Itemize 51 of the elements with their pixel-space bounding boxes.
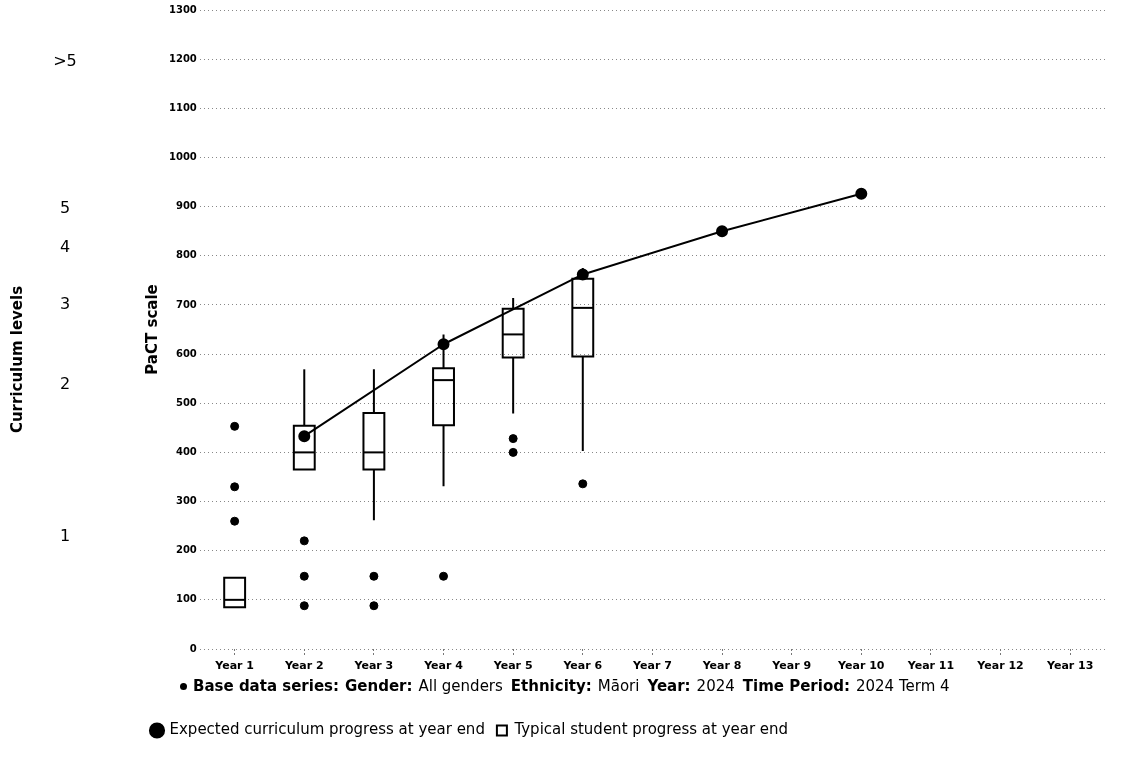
y-axis-title: PaCT scale xyxy=(142,284,161,375)
y-tick-label: 1300 xyxy=(168,3,197,15)
x-tick-label: Year 3 xyxy=(353,659,394,673)
point xyxy=(855,187,868,200)
x-tick-label: Year 5 xyxy=(492,659,533,673)
text: 2 xyxy=(59,373,71,393)
x-tick-label: Year 4 xyxy=(423,659,464,673)
text: All genders xyxy=(418,677,503,695)
point xyxy=(716,225,729,238)
point xyxy=(437,338,450,351)
legend-label: Expected curriculum progress at year end xyxy=(169,720,485,739)
text: Curriculum levels xyxy=(7,285,26,434)
x-tick-label: Year 2 xyxy=(283,659,324,673)
legend-label: Typical student progress at year end xyxy=(513,720,789,739)
y-tick-label: 600 xyxy=(175,347,197,359)
y-tick-label: 800 xyxy=(175,249,197,261)
y-tick-label: 500 xyxy=(175,396,197,408)
y-tick-label: 1200 xyxy=(168,52,197,64)
text: Time Period: xyxy=(742,677,850,695)
y-tick-label: 200 xyxy=(175,544,197,556)
text: 1 xyxy=(59,525,71,545)
y-tick-label: 1100 xyxy=(168,101,197,113)
text: 2024 Term 4 xyxy=(855,677,950,695)
y-tick-label: 300 xyxy=(175,495,197,507)
y-tick-label: 0 xyxy=(189,642,197,654)
text: 5 xyxy=(59,197,71,217)
x-tick-label: Year 7 xyxy=(632,659,672,673)
y-tick-label: 100 xyxy=(175,593,197,605)
point xyxy=(576,268,589,281)
text: 2024 xyxy=(696,677,735,695)
x-tick-label: Year 9 xyxy=(771,659,812,673)
x-tick-label: Year 11 xyxy=(906,659,955,673)
y-tick-label: 700 xyxy=(175,298,197,310)
x-tick-label: Year 6 xyxy=(562,659,603,673)
x-tick-label: Year 8 xyxy=(701,659,742,673)
y-tick-label: 900 xyxy=(175,200,197,212)
text: Base data series: xyxy=(193,677,339,695)
text: Ethnicity: xyxy=(510,677,592,695)
x-tick-label: Year 10 xyxy=(837,659,885,673)
x-tick-label: Year 13 xyxy=(1045,659,1094,673)
point xyxy=(298,430,311,443)
text: >5 xyxy=(53,50,77,70)
text: Gender: xyxy=(345,677,413,695)
text: 4 xyxy=(59,236,71,256)
text: Year: xyxy=(647,677,691,695)
y-tick-label: 1000 xyxy=(168,151,197,163)
x-tick-label: Year 1 xyxy=(214,659,255,673)
text: Māori xyxy=(597,677,640,695)
x-tick-label: Year 12 xyxy=(976,659,1024,673)
y-tick-label: 400 xyxy=(175,445,197,457)
text: 3 xyxy=(59,294,71,314)
